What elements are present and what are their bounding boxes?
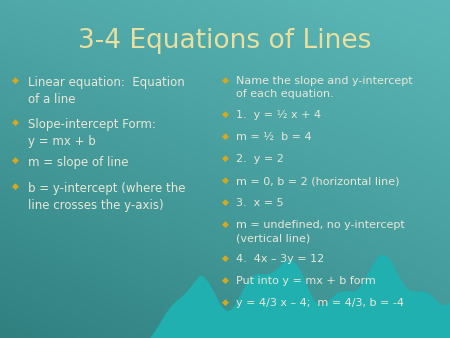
Text: ◆: ◆ [222,110,229,119]
Text: ◆: ◆ [222,276,229,285]
Text: m = ½  b = 4: m = ½ b = 4 [236,132,311,142]
Text: y = 4/3 x – 4;  m = 4/3, b = -4: y = 4/3 x – 4; m = 4/3, b = -4 [236,298,404,308]
Text: m = undefined, no y-intercept
(vertical line): m = undefined, no y-intercept (vertical … [236,220,405,243]
Text: 4.  4x – 3y = 12: 4. 4x – 3y = 12 [236,254,324,264]
Text: ◆: ◆ [222,132,229,141]
Text: ◆: ◆ [222,254,229,263]
Text: m = 0, b = 2 (horizontal line): m = 0, b = 2 (horizontal line) [236,176,400,186]
Text: ◆: ◆ [12,182,19,191]
Text: ◆: ◆ [12,118,19,127]
Text: ◆: ◆ [222,198,229,207]
Text: m = slope of line: m = slope of line [28,156,129,169]
Text: 2.  y = 2: 2. y = 2 [236,154,284,164]
Text: 3-4 Equations of Lines: 3-4 Equations of Lines [78,28,372,54]
Text: ◆: ◆ [222,76,229,85]
Text: ◆: ◆ [222,220,229,229]
Text: ◆: ◆ [222,298,229,307]
Text: ◆: ◆ [12,156,19,165]
Text: b = y-intercept (where the
line crosses the y-axis): b = y-intercept (where the line crosses … [28,182,185,212]
Text: Linear equation:  Equation
of a line: Linear equation: Equation of a line [28,76,185,106]
Text: Slope-intercept Form:
y = mx + b: Slope-intercept Form: y = mx + b [28,118,156,148]
Text: ◆: ◆ [222,176,229,185]
Text: 3.  x = 5: 3. x = 5 [236,198,284,208]
Text: Put into y = mx + b form: Put into y = mx + b form [236,276,376,286]
Text: ◆: ◆ [222,154,229,163]
Text: 1.  y = ½ x + 4: 1. y = ½ x + 4 [236,110,321,120]
Text: Name the slope and y-intercept
of each equation.: Name the slope and y-intercept of each e… [236,76,413,99]
Text: ◆: ◆ [12,76,19,85]
